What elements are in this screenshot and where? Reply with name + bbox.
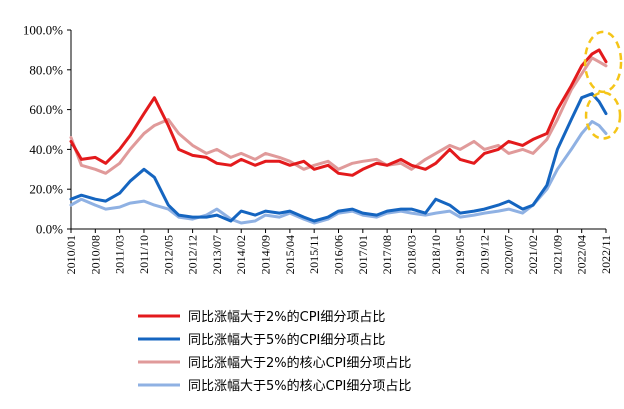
x-tick-label: 2012/12 xyxy=(186,235,200,274)
x-tick-label: 2015/04 xyxy=(283,235,297,274)
x-tick-label: 2011/03 xyxy=(113,235,127,274)
x-tick-label: 2013/07 xyxy=(210,235,224,274)
series-lines xyxy=(69,48,608,225)
legend-label-4: 同比涨幅大于5%的核心CPI细分项占比 xyxy=(188,378,411,394)
x-tick-label: 2017/08 xyxy=(380,235,394,274)
x-tick-label: 2021/09 xyxy=(550,235,564,274)
annotations xyxy=(583,30,623,140)
x-tick-label: 2020/07 xyxy=(502,235,516,274)
series-line-3 xyxy=(69,56,608,175)
x-tick-label: 2015/11 xyxy=(307,235,321,274)
x-tick-label: 2022/04 xyxy=(575,235,589,274)
x-tick-label: 2011/10 xyxy=(137,235,151,274)
legend: 同比涨幅大于2%的CPI细分项占比同比涨幅大于5%的CPI细分项占比同比涨幅大于… xyxy=(138,309,411,394)
highlight-ellipse-1 xyxy=(583,30,623,94)
y-axis-ticks: 0.0% 20.0% 40.0% 60.0% 80.0% 100.0% xyxy=(23,23,71,237)
y-tick-label: 100.0% xyxy=(23,23,63,38)
x-axis-ticks: 2010/01 2010/08 2011/03 2011/10 2012/05 2012/… xyxy=(64,229,613,274)
y-tick-label: 0.0% xyxy=(36,222,63,237)
legend-label-3: 同比涨幅大于2%的核心CPI细分项占比 xyxy=(188,355,411,371)
x-tick-label: 2010/01 xyxy=(64,235,78,274)
x-tick-label: 2014/02 xyxy=(234,235,248,274)
series-line-4 xyxy=(69,120,608,225)
y-tick-label: 20.0% xyxy=(29,182,63,197)
x-tick-label: 2018/03 xyxy=(404,235,418,274)
legend-label-1: 同比涨幅大于2%的CPI细分项占比 xyxy=(188,309,385,325)
series-line-2 xyxy=(69,92,608,223)
y-tick-label: 60.0% xyxy=(29,102,63,117)
x-tick-label: 2014/09 xyxy=(259,235,273,274)
x-tick-label: 2018/10 xyxy=(429,235,443,274)
legend-label-2: 同比涨幅大于5%的CPI细分项占比 xyxy=(188,332,385,348)
x-tick-label: 2019/05 xyxy=(453,235,467,274)
highlight-ellipse-2 xyxy=(584,91,622,140)
x-tick-label: 2022/11 xyxy=(599,235,613,274)
x-tick-label: 2017/01 xyxy=(356,235,370,274)
y-tick-label: 40.0% xyxy=(29,142,63,157)
x-tick-label: 2019/12 xyxy=(477,235,491,274)
x-tick-label: 2010/08 xyxy=(88,235,102,274)
series-line-1 xyxy=(69,48,608,177)
x-tick-label: 2021/02 xyxy=(526,235,540,274)
x-tick-label: 2016/06 xyxy=(332,235,346,274)
x-tick-label: 2012/05 xyxy=(161,235,175,274)
y-tick-label: 80.0% xyxy=(29,62,63,77)
